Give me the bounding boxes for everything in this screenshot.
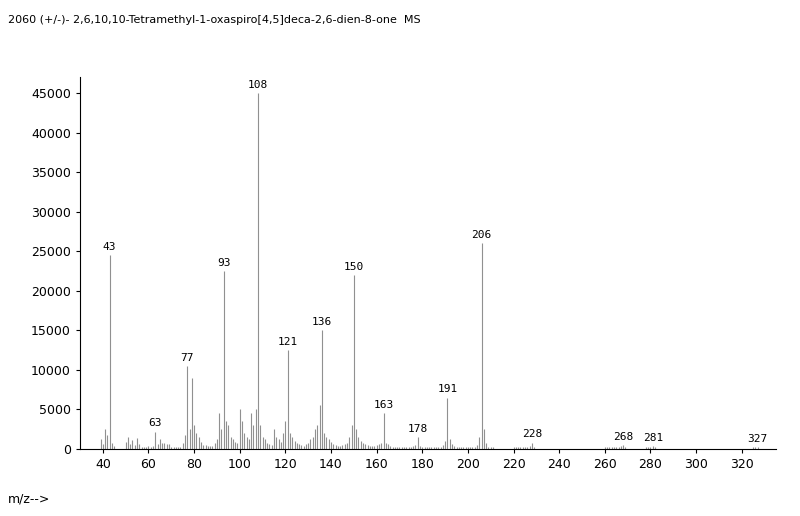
Text: 136: 136 [312, 317, 332, 327]
Text: 268: 268 [613, 432, 634, 442]
Text: 93: 93 [217, 258, 230, 268]
Text: 121: 121 [278, 337, 298, 347]
Text: 43: 43 [103, 242, 117, 252]
Text: 63: 63 [149, 418, 162, 428]
Text: 150: 150 [344, 262, 364, 272]
Text: 178: 178 [408, 424, 428, 434]
Text: 228: 228 [522, 429, 542, 440]
Text: 108: 108 [248, 80, 268, 90]
Text: 2060 (+/-)- 2,6,10,10-Tetramethyl-1-oxaspiro[4,5]deca-2,6-dien-8-one  MS: 2060 (+/-)- 2,6,10,10-Tetramethyl-1-oxas… [8, 15, 421, 25]
Text: 77: 77 [181, 353, 194, 363]
Text: 281: 281 [642, 432, 663, 443]
Text: 327: 327 [748, 434, 768, 444]
Text: m/z-->: m/z--> [8, 493, 50, 506]
Text: 163: 163 [374, 400, 394, 410]
Text: 206: 206 [471, 230, 492, 240]
Text: 191: 191 [438, 384, 458, 394]
